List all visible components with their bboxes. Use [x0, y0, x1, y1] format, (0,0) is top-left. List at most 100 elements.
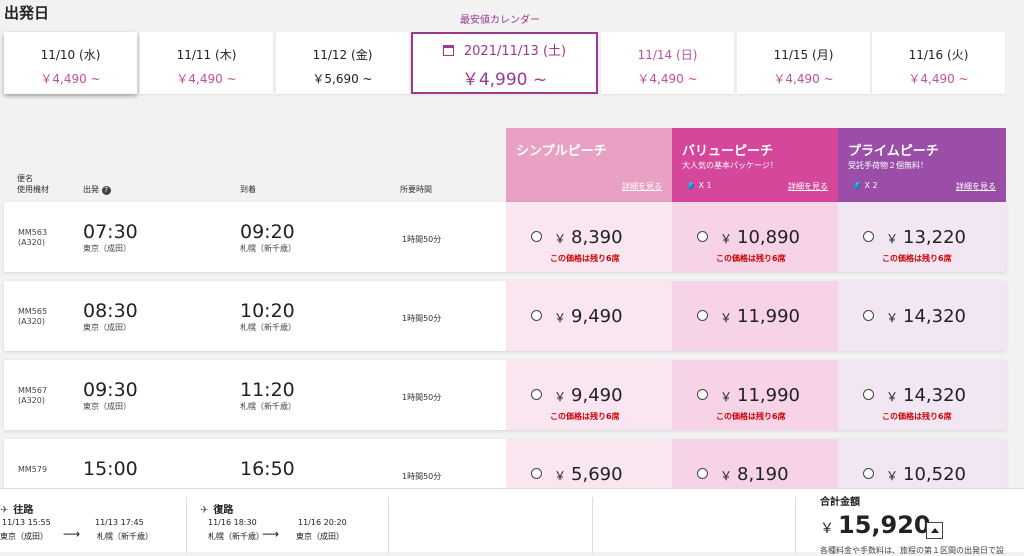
fare-radio[interactable]: [531, 310, 542, 321]
departure-time: 08:30: [83, 300, 138, 322]
fare-price-value: 9,490: [571, 385, 623, 406]
date-min-price: ￥4,490 ~: [40, 72, 101, 86]
currency-symbol: ￥: [720, 311, 733, 325]
arrival-time: 10:20: [240, 300, 295, 322]
total-label: 合計金額: [820, 497, 860, 508]
date-label: 11/14 (日): [637, 48, 698, 62]
seats-remaining: この価格は残り6席: [716, 254, 786, 263]
fare-header-value: バリューピーチ 大人気の基本パッケージ！ 🧳 X 1 詳細を見る: [672, 128, 838, 203]
page-title: 出発日: [4, 4, 50, 22]
return-arr-airport: 東京（成田）: [296, 532, 344, 541]
date-min-price: ￥4,490 ~: [773, 72, 834, 86]
fare-radio[interactable]: [531, 389, 542, 400]
fare-price: ￥ 10,890: [720, 227, 800, 248]
selected-date-price: ￥4,990 ~: [461, 70, 548, 90]
fare-price-value: 13,220: [903, 227, 966, 248]
divider: [795, 497, 796, 553]
return-arr-time: 11/16 20:20: [298, 518, 347, 527]
expand-total-button[interactable]: [926, 522, 943, 539]
fare-details-link[interactable]: 詳細を見る: [956, 182, 996, 191]
departure-time: 15:00: [83, 458, 138, 480]
fare-name: シンプルピーチ: [516, 144, 607, 159]
seats-remaining: この価格は残り6席: [716, 412, 786, 421]
plane-icon: ✈: [200, 505, 209, 516]
fare-radio[interactable]: [863, 231, 874, 242]
fare-price-value: 14,320: [903, 306, 966, 327]
date-tile-1110[interactable]: 11/10 (水) ￥4,490 ~: [4, 32, 137, 94]
aircraft-type: (A320): [18, 396, 45, 405]
fare-price-value: 14,320: [903, 385, 966, 406]
flight-duration: 1時間50分: [402, 314, 442, 323]
fare-radio[interactable]: [531, 468, 542, 479]
currency-symbol: ￥: [554, 232, 567, 246]
fare-option-prime[interactable]: ￥ 14,320 この価格は残り6席: [838, 360, 1006, 430]
fare-price-value: 5,690: [571, 464, 623, 485]
arrival-time: 11:20: [240, 379, 295, 401]
itinerary-summary-bar: ✈ 往路 11/13 15:55 東京（成田） ⟶ 11/13 17:45 札幌（…: [0, 488, 1024, 555]
suitcase-icon: 🧳: [686, 181, 696, 190]
fare-option-prime[interactable]: ￥ 13,220 この価格は残り6席: [838, 202, 1006, 272]
flight-row: MM567 (A320) 09:30 東京（成田） 11:20 札幌（新千歳） 1…: [4, 360, 1006, 430]
flight-duration: 1時間50分: [402, 472, 442, 481]
arrow-icon: ⟶: [63, 527, 81, 541]
baggage-count: 🧳 X 2: [852, 181, 878, 190]
outbound-label: 往路: [13, 505, 34, 516]
fare-subtitle: 大人気の基本パッケージ！: [682, 161, 778, 170]
fare-header-simple: シンプルピーチ 詳細を見る: [506, 128, 672, 203]
fare-price: ￥ 13,220: [886, 227, 966, 248]
flight-number: MM563 (A320): [18, 228, 47, 248]
fare-option-simple[interactable]: ￥ 9,490 この価格は残り6席: [506, 360, 672, 430]
fare-option-value[interactable]: ￥ 10,890 この価格は残り6席: [672, 202, 838, 272]
flight-number: MM565 (A320): [18, 307, 47, 327]
suitcase-icon: 🧳: [852, 181, 862, 190]
selected-date-text: 2021/11/13 (土): [463, 44, 567, 59]
fare-price-value: 11,990: [737, 385, 800, 406]
currency-symbol: ￥: [886, 232, 899, 246]
fare-option-prime[interactable]: ￥ 14,320: [838, 281, 1006, 351]
fare-option-value[interactable]: ￥ 11,990 この価格は残り6席: [672, 360, 838, 430]
fare-price: ￥ 10,520: [886, 464, 966, 485]
date-min-price: ￥4,490 ~: [908, 72, 969, 86]
col-aircraft-label: 使用機材: [17, 185, 49, 194]
fare-radio[interactable]: [863, 389, 874, 400]
date-tile-1111[interactable]: 11/11 (木) ￥4,490 ~: [140, 32, 273, 94]
arrival-airport: 札幌（新千歳）: [240, 402, 296, 411]
baggage-count-text: X 1: [698, 181, 712, 190]
flight-number: MM579: [18, 465, 47, 475]
date-tile-1112[interactable]: 11/12 (金) ￥5,690 ~: [276, 32, 409, 94]
seats-remaining: この価格は残り6席: [550, 412, 620, 421]
fare-radio[interactable]: [697, 231, 708, 242]
date-label: 11/16 (火): [908, 48, 969, 62]
date-tile-1115[interactable]: 11/15 (月) ￥4,490 ~: [737, 32, 870, 94]
fare-option-simple[interactable]: ￥ 8,390 この価格は残り6席: [506, 202, 672, 272]
fare-price: ￥ 11,990: [720, 385, 800, 406]
fare-radio[interactable]: [697, 310, 708, 321]
fare-price: ￥ 9,490: [554, 385, 623, 406]
fare-radio[interactable]: [863, 468, 874, 479]
date-tile-1114[interactable]: 11/14 (日) ￥4,490 ~: [601, 32, 734, 94]
fare-option-simple[interactable]: ￥ 9,490: [506, 281, 672, 351]
fare-price-value: 8,390: [571, 227, 623, 248]
fare-radio[interactable]: [697, 389, 708, 400]
flight-duration: 1時間50分: [402, 235, 442, 244]
date-tile-1116[interactable]: 11/16 (火) ￥4,490 ~: [872, 32, 1005, 94]
fare-radio[interactable]: [863, 310, 874, 321]
lowest-fare-calendar-link[interactable]: 最安値カレンダー: [460, 15, 540, 26]
fare-option-value[interactable]: ￥ 11,990: [672, 281, 838, 351]
aircraft-type: (A320): [18, 238, 45, 247]
col-departure-label: 出発: [83, 185, 99, 194]
seats-remaining: この価格は残り6席: [882, 412, 952, 421]
fare-details-link[interactable]: 詳細を見る: [622, 182, 662, 191]
fare-radio[interactable]: [697, 468, 708, 479]
date-tile-1113-selected[interactable]: 2021/11/13 (土) ￥4,990 ~: [411, 32, 598, 94]
seats-remaining: この価格は残り6席: [550, 254, 620, 263]
divider: [388, 497, 389, 553]
col-departure: 出発 ?: [83, 184, 111, 195]
date-min-price: ￥4,490 ~: [176, 72, 237, 86]
outbound-leg-title: ✈ 往路: [0, 501, 33, 516]
fare-details-link[interactable]: 詳細を見る: [788, 182, 828, 191]
help-icon[interactable]: ?: [101, 186, 111, 195]
arrow-icon: ⟶: [262, 527, 280, 541]
departure-airport: 東京（成田）: [83, 244, 131, 253]
fare-radio[interactable]: [531, 231, 542, 242]
